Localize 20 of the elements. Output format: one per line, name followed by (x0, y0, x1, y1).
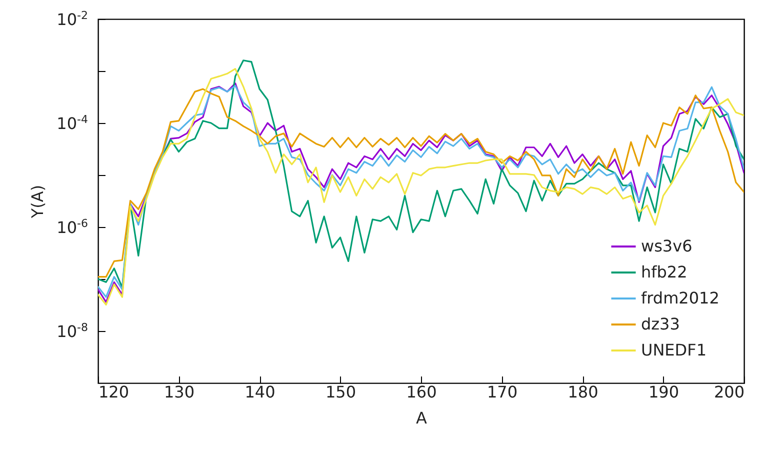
y-tick-label: 10$^{-2}$ (56, 8, 88, 29)
x-tick-label: 160 (406, 382, 437, 402)
legend-label: ws3v6 (641, 236, 692, 256)
x-tick-label: 150 (325, 382, 356, 402)
x-tick-label: 180 (568, 382, 598, 402)
legend-label: hfb22 (641, 262, 688, 282)
legend-label: UNEDF1 (641, 340, 706, 360)
x-axis-title: A (416, 408, 428, 428)
x-tick-label: 170 (486, 382, 518, 402)
y-tick-label: 10$^{-8}$ (56, 320, 88, 341)
x-tick-label: 190 (648, 382, 680, 402)
legend-label: frdm2012 (641, 288, 720, 308)
x-tick-label: 200 (714, 382, 744, 402)
x-tick-label: 140 (244, 382, 276, 402)
x-tick-label: 120 (98, 382, 130, 402)
x-tick-label: 130 (164, 382, 195, 402)
legend-label: dz33 (641, 314, 680, 334)
y-tick-label: 10$^{-4}$ (56, 112, 88, 133)
y-axis-title: Y(A) (28, 184, 47, 220)
y-tick-label: 10$^{-6}$ (56, 216, 88, 237)
